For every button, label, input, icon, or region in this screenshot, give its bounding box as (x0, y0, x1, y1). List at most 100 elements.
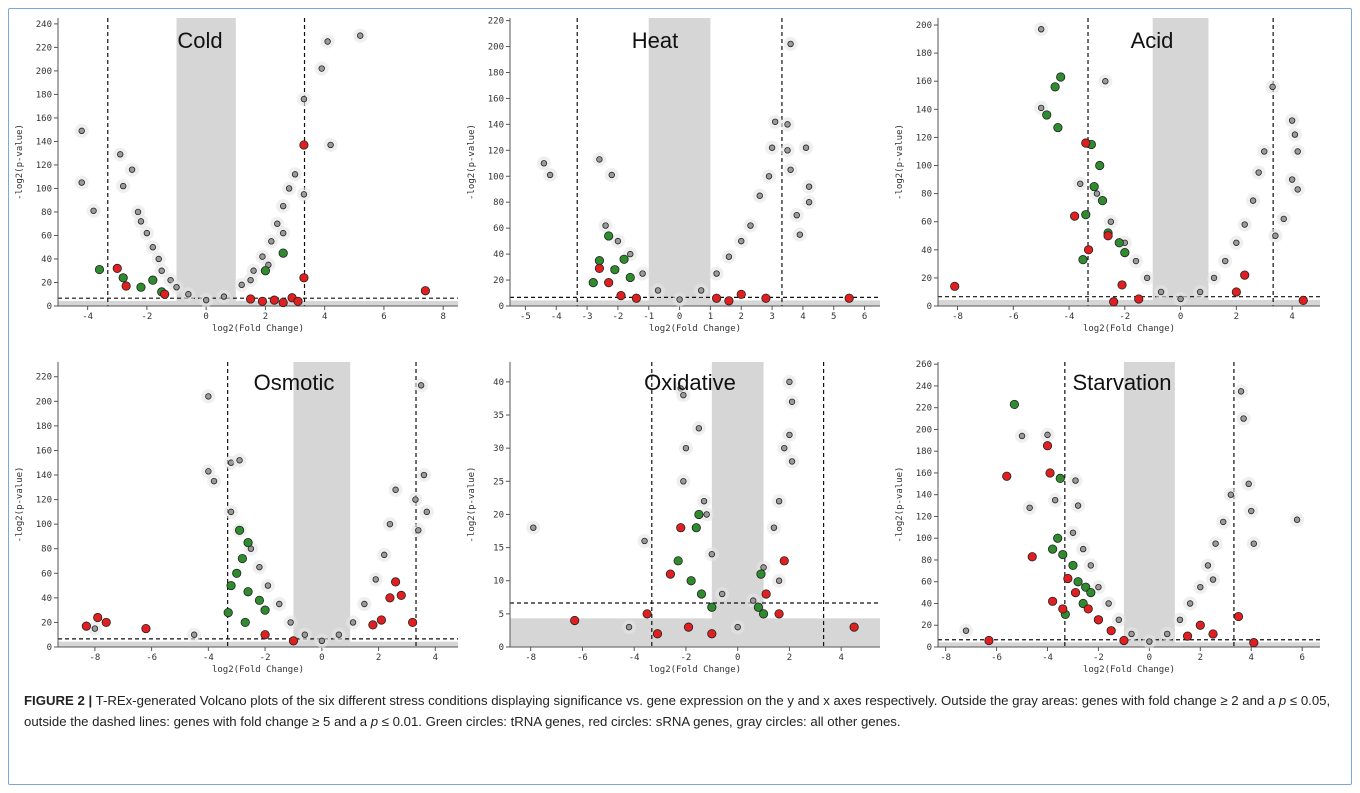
x-tick-label: -6 (1008, 312, 1019, 322)
point-other-gene (211, 478, 217, 484)
point-trna-gene (1115, 239, 1123, 247)
x-tick-label: -4 (629, 653, 640, 663)
point-srna-gene (102, 618, 110, 626)
panel-title-starvation: Starvation (1072, 370, 1171, 395)
y-tick-label: 0 (499, 643, 504, 653)
point-trna-gene (759, 610, 767, 618)
point-other-gene (418, 383, 424, 389)
point-other-gene (269, 239, 275, 245)
y-axis-title: -log2(p-value) (467, 467, 477, 543)
x-tick-label: -4 (1042, 653, 1053, 663)
y-tick-label: 100 (916, 162, 932, 172)
y-tick-label: 140 (488, 120, 504, 130)
point-other-gene (138, 219, 144, 225)
panel-title-osmotic: Osmotic (254, 370, 335, 395)
point-trna-gene (241, 618, 249, 626)
point-trna-gene (137, 283, 145, 291)
point-srna-gene (677, 523, 685, 531)
point-other-gene (776, 578, 782, 584)
point-srna-gene (1232, 288, 1240, 296)
point-srna-gene (377, 616, 385, 624)
point-other-gene (963, 628, 969, 634)
point-other-gene (239, 282, 245, 288)
point-srna-gene (845, 294, 853, 302)
point-other-gene (1096, 584, 1102, 590)
point-other-gene (381, 552, 387, 558)
point-trna-gene (1043, 111, 1051, 119)
x-tick-label: 3 (769, 312, 774, 322)
y-tick-label: 5 (499, 610, 504, 620)
point-other-gene (357, 33, 363, 39)
y-tick-label: 0 (47, 302, 52, 312)
point-trna-gene (1082, 210, 1090, 218)
x-tick-label: -4 (551, 312, 562, 322)
point-srna-gene (708, 630, 716, 638)
y-tick-label: 35 (493, 411, 504, 421)
x-tick-label: -5 (520, 312, 531, 322)
panel-title-oxidative: Oxidative (644, 370, 736, 395)
point-other-gene (530, 525, 536, 531)
point-srna-gene (94, 613, 102, 621)
x-tick-label: 4 (800, 312, 805, 322)
point-srna-gene (279, 298, 287, 306)
x-tick-label: -8 (940, 653, 951, 663)
point-other-gene (797, 232, 803, 238)
y-tick-label: 240 (36, 20, 52, 30)
point-other-gene (319, 638, 325, 644)
y-tick-label: 60 (921, 218, 932, 228)
point-other-gene (276, 601, 282, 607)
point-other-gene (302, 632, 308, 638)
x-tick-label: 6 (862, 312, 867, 322)
x-tick-label: -6 (146, 653, 157, 663)
y-tick-label: 80 (921, 556, 932, 566)
point-other-gene (1205, 563, 1211, 569)
point-srna-gene (1094, 616, 1102, 624)
y-tick-label: 80 (493, 198, 504, 208)
point-other-gene (1289, 118, 1295, 124)
y-tick-label: 40 (493, 378, 504, 388)
shade-p-value (510, 300, 880, 306)
point-other-gene (421, 472, 427, 478)
point-srna-gene (300, 141, 308, 149)
point-other-gene (709, 551, 715, 557)
point-other-gene (642, 538, 648, 544)
point-other-gene (1077, 181, 1083, 187)
point-other-gene (609, 172, 615, 178)
y-axis-title: -log2(p-value) (15, 124, 25, 200)
point-other-gene (627, 251, 633, 257)
point-srna-gene (643, 610, 651, 618)
x-tick-label: 4 (838, 653, 843, 663)
point-other-gene (373, 577, 379, 583)
point-other-gene (237, 457, 243, 463)
y-tick-label: 200 (916, 425, 932, 435)
x-axis-title: log2(Fold Change) (649, 324, 741, 334)
point-srna-gene (122, 282, 130, 290)
x-tick-label: 8 (440, 312, 445, 322)
point-other-gene (1070, 530, 1076, 536)
y-tick-label: 20 (921, 274, 932, 284)
y-tick-label: 40 (493, 250, 504, 260)
x-tick-label: -2 (141, 312, 152, 322)
y-axis-title: -log2(p-value) (895, 467, 905, 543)
point-srna-gene (1059, 605, 1067, 613)
volcano-panel-cold: 020406080100120140160180200220240-4 -2 0 2 4… (15, 18, 458, 334)
point-srna-gene (1084, 605, 1092, 613)
caption-p-symbol-2: p (371, 714, 378, 729)
point-srna-gene (1299, 296, 1307, 304)
point-other-gene (387, 521, 393, 527)
y-tick-label: 120 (916, 512, 932, 522)
point-other-gene (206, 469, 212, 475)
point-other-gene (1234, 240, 1240, 246)
shade-p-value (510, 618, 880, 647)
point-other-gene (726, 254, 732, 260)
x-axis-title: log2(Fold Change) (1083, 324, 1175, 334)
point-srna-gene (1084, 246, 1092, 254)
point-trna-gene (697, 590, 705, 598)
point-other-gene (1261, 149, 1267, 155)
x-tick-label: -2 (1093, 653, 1104, 663)
point-srna-gene (775, 610, 783, 618)
point-other-gene (735, 624, 741, 630)
point-other-gene (91, 208, 97, 214)
y-tick-label: 160 (916, 469, 932, 479)
